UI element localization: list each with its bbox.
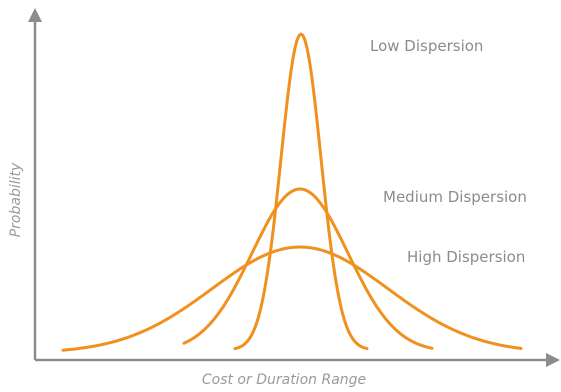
x-axis-title: Cost or Duration Range bbox=[202, 372, 366, 388]
curve-label-medium: Medium Dispersion bbox=[383, 188, 527, 206]
arrow-right-icon bbox=[546, 353, 560, 367]
arrow-up-icon bbox=[28, 8, 42, 22]
curve-low-dispersion bbox=[233, 32, 369, 351]
curves-group bbox=[61, 32, 523, 352]
curve-label-high: High Dispersion bbox=[407, 248, 525, 266]
y-axis-title: Probability bbox=[8, 162, 24, 237]
curve-high-dispersion bbox=[61, 245, 523, 352]
curve-label-low: Low Dispersion bbox=[370, 37, 483, 55]
curve-medium-dispersion bbox=[182, 187, 434, 350]
